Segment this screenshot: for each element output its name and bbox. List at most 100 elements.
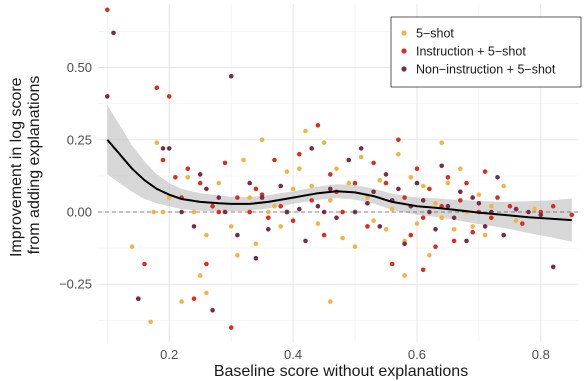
data-point-series-3 [204, 186, 209, 192]
data-point-series-3 [495, 175, 500, 180]
data-point-series-2 [507, 203, 513, 209]
y-tick-label: −0.25 [59, 277, 92, 292]
data-point-series-1 [315, 221, 321, 226]
data-point-series-1 [532, 206, 537, 212]
y-axis-title-line-2: from adding explanations [26, 76, 43, 255]
data-point-series-3 [284, 209, 290, 215]
data-point-series-2 [569, 212, 575, 218]
data-point-series-1 [154, 140, 160, 145]
data-point-series-2 [216, 209, 222, 215]
data-point-series-1 [365, 195, 370, 200]
data-point-series-2 [328, 172, 333, 177]
data-point-series-2 [142, 261, 147, 267]
data-point-series-3 [266, 227, 271, 232]
data-point-series-2 [197, 180, 203, 186]
data-point-series-1 [179, 299, 184, 304]
data-point-series-3 [297, 206, 302, 212]
data-point-series-1 [272, 203, 277, 209]
data-point-series-1 [284, 169, 290, 174]
data-point-series-3 [247, 180, 252, 186]
data-point-series-1 [259, 137, 265, 143]
data-point-series-1 [166, 195, 172, 200]
data-point-series-3 [111, 30, 116, 36]
data-point-series-1 [439, 215, 445, 221]
data-point-series-3 [253, 255, 259, 261]
data-point-series-1 [241, 157, 246, 163]
data-point-series-1 [191, 209, 197, 215]
data-point-series-1 [278, 224, 284, 229]
data-point-series-1 [297, 166, 302, 171]
data-point-series-1 [160, 209, 166, 215]
y-axis-title-line-1: Improvement in log score [8, 77, 25, 257]
data-point-series-3 [303, 238, 308, 244]
x-tick-label: 0.4 [284, 347, 302, 362]
data-point-series-2 [321, 232, 327, 238]
data-point-series-3 [166, 146, 172, 151]
data-point-series-1 [216, 180, 222, 186]
data-point-series-3 [482, 224, 488, 229]
data-point-series-1 [328, 198, 333, 203]
data-point-series-2 [451, 238, 457, 244]
data-point-series-2 [482, 169, 488, 174]
data-point-series-1 [420, 183, 426, 189]
data-point-series-1 [470, 224, 476, 229]
data-point-series-3 [427, 209, 432, 215]
data-point-series-2 [383, 180, 389, 186]
data-point-series-2 [389, 261, 395, 267]
data-point-series-1 [476, 192, 482, 197]
legend-swatch-2 [401, 48, 407, 54]
data-point-series-3 [210, 307, 215, 313]
data-point-series-1 [346, 180, 352, 186]
legend-label-1: 5−shot [416, 27, 454, 41]
data-point-series-2 [266, 215, 271, 221]
data-point-series-3 [402, 241, 407, 247]
data-point-series-1 [383, 227, 389, 232]
data-point-series-1 [309, 183, 315, 189]
data-point-series-3 [464, 238, 469, 244]
data-point-series-3 [197, 172, 203, 177]
data-point-series-3 [278, 183, 284, 189]
data-point-series-3 [550, 264, 556, 270]
x-tick-label: 0.2 [160, 347, 178, 362]
legend-swatch-3 [401, 66, 407, 72]
data-point-series-3 [526, 209, 531, 215]
data-point-series-2 [414, 166, 420, 171]
data-point-series-3 [358, 146, 364, 151]
legend-label-3: Non−instruction + 5−shot [416, 63, 556, 77]
confidence-band-area [107, 105, 572, 242]
data-point-series-3 [222, 209, 228, 215]
data-point-series-3 [451, 215, 457, 221]
data-point-series-2 [520, 221, 525, 226]
y-axis-ticks: −0.25 0.00 0.25 0.50 [59, 60, 92, 292]
data-point-series-1 [501, 183, 507, 189]
y-tick-label: 0.50 [67, 60, 92, 75]
data-point-series-3 [321, 209, 327, 215]
data-point-series-2 [408, 232, 414, 238]
data-point-series-2 [297, 151, 302, 157]
data-point-series-2 [160, 157, 166, 163]
legend-label-2: Instruction + 5−shot [416, 45, 526, 59]
data-point-series-1 [266, 209, 271, 215]
data-point-series-2 [105, 7, 110, 13]
data-point-series-3 [458, 189, 463, 195]
x-tick-label: 0.8 [532, 347, 550, 362]
data-point-series-2 [470, 229, 476, 235]
data-point-series-1 [451, 227, 457, 232]
data-point-series-3 [371, 189, 376, 195]
data-point-series-3 [396, 186, 401, 192]
data-point-series-2 [352, 180, 358, 186]
x-axis-title: Baseline score without explanations [214, 363, 468, 380]
data-point-series-2 [420, 267, 426, 273]
data-point-series-1 [321, 140, 327, 145]
data-point-series-3 [334, 215, 339, 221]
data-point-series-1 [439, 140, 445, 145]
data-point-series-2 [365, 224, 370, 229]
data-point-series-1 [482, 232, 488, 238]
data-point-series-1 [204, 232, 209, 238]
data-point-series-2 [315, 123, 321, 128]
data-point-series-3 [470, 195, 476, 200]
x-axis-ticks: 0.2 0.4 0.6 0.8 [160, 347, 550, 362]
data-point-series-1 [402, 273, 407, 278]
data-point-series-3 [328, 186, 333, 192]
